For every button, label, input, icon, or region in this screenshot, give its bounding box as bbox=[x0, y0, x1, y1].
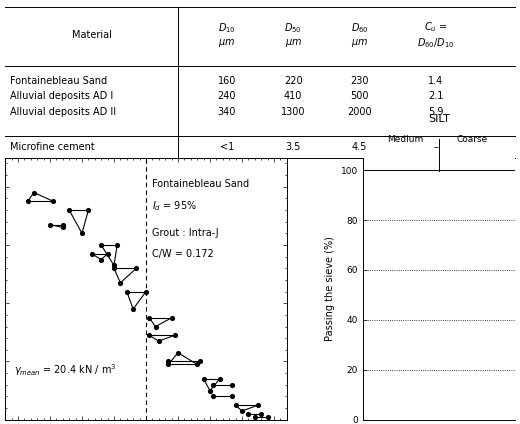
Text: 500: 500 bbox=[350, 91, 369, 101]
Text: 1.4: 1.4 bbox=[428, 76, 444, 86]
Point bbox=[151, 323, 160, 330]
Point bbox=[167, 315, 176, 321]
Text: 2000: 2000 bbox=[347, 106, 372, 117]
Point bbox=[30, 189, 38, 196]
Text: $D_{10}$
$\mu$m: $D_{10}$ $\mu$m bbox=[218, 21, 236, 49]
Text: Medium: Medium bbox=[387, 136, 423, 145]
Point bbox=[23, 198, 32, 205]
Point bbox=[129, 306, 137, 312]
Text: 160: 160 bbox=[218, 76, 236, 86]
Point bbox=[164, 361, 173, 368]
Point bbox=[228, 382, 237, 388]
Text: Alluvial deposits AD II: Alluvial deposits AD II bbox=[10, 106, 116, 117]
Point bbox=[254, 402, 262, 409]
Point bbox=[174, 349, 182, 356]
Point bbox=[209, 393, 217, 400]
Point bbox=[154, 338, 163, 344]
Text: 230: 230 bbox=[350, 76, 369, 86]
Text: 410: 410 bbox=[284, 91, 302, 101]
Point bbox=[132, 265, 140, 272]
Point bbox=[231, 402, 240, 409]
Text: 240: 240 bbox=[218, 91, 236, 101]
Point bbox=[206, 387, 214, 394]
Point bbox=[193, 361, 201, 368]
Text: Coarse: Coarse bbox=[457, 136, 488, 145]
Text: Microfine cement: Microfine cement bbox=[10, 142, 95, 152]
Point bbox=[171, 332, 179, 339]
Point bbox=[59, 221, 67, 228]
Point bbox=[196, 358, 204, 365]
Text: 5.9: 5.9 bbox=[428, 106, 444, 117]
Text: SILT: SILT bbox=[428, 114, 450, 123]
Text: 340: 340 bbox=[218, 106, 236, 117]
Point bbox=[59, 224, 67, 231]
Point bbox=[97, 256, 106, 263]
Point bbox=[142, 288, 150, 295]
Point bbox=[199, 376, 207, 382]
Text: Grout : Intra-J: Grout : Intra-J bbox=[152, 229, 218, 238]
Text: 4.5: 4.5 bbox=[352, 142, 367, 152]
Text: $C_u$ =
$D_{60}/D_{10}$: $C_u$ = $D_{60}/D_{10}$ bbox=[417, 20, 454, 50]
Text: $\gamma_{mean}$ = 20.4 kN / m$^3$: $\gamma_{mean}$ = 20.4 kN / m$^3$ bbox=[14, 362, 116, 378]
Point bbox=[215, 376, 224, 382]
Point bbox=[263, 413, 271, 420]
Point bbox=[145, 315, 153, 321]
Text: Fontainebleau Sand: Fontainebleau Sand bbox=[10, 76, 108, 86]
Text: Fontainebleau Sand: Fontainebleau Sand bbox=[152, 179, 249, 189]
Point bbox=[110, 265, 118, 272]
Point bbox=[78, 230, 86, 237]
Y-axis label: Passing the sieve (%): Passing the sieve (%) bbox=[325, 236, 335, 341]
Point bbox=[244, 410, 253, 417]
Point bbox=[228, 393, 237, 400]
Point bbox=[87, 250, 96, 257]
Text: $D_{60}$
$\mu$m: $D_{60}$ $\mu$m bbox=[350, 21, 368, 49]
Point bbox=[251, 413, 259, 420]
Point bbox=[257, 410, 265, 417]
Point bbox=[46, 221, 54, 228]
Point bbox=[113, 242, 121, 248]
Point bbox=[110, 262, 118, 269]
Point bbox=[164, 358, 173, 365]
Point bbox=[238, 407, 246, 414]
Point bbox=[97, 242, 106, 248]
Text: C/W = 0.172: C/W = 0.172 bbox=[152, 249, 213, 259]
Point bbox=[116, 279, 124, 286]
Text: $I_d$ = 95%: $I_d$ = 95% bbox=[152, 200, 197, 213]
Text: –: – bbox=[433, 142, 438, 152]
Text: 2.1: 2.1 bbox=[428, 91, 444, 101]
Point bbox=[84, 206, 93, 213]
Point bbox=[123, 288, 131, 295]
Text: <1: <1 bbox=[220, 142, 234, 152]
Text: Material: Material bbox=[72, 30, 112, 40]
Text: 3.5: 3.5 bbox=[285, 142, 301, 152]
Point bbox=[49, 198, 57, 205]
Text: $D_{50}$
$\mu$m: $D_{50}$ $\mu$m bbox=[284, 21, 302, 49]
Text: 1300: 1300 bbox=[281, 106, 305, 117]
Text: 220: 220 bbox=[284, 76, 303, 86]
Point bbox=[103, 250, 112, 257]
Point bbox=[209, 382, 217, 388]
Text: Alluvial deposits AD I: Alluvial deposits AD I bbox=[10, 91, 113, 101]
Point bbox=[65, 206, 73, 213]
Point bbox=[145, 332, 153, 339]
